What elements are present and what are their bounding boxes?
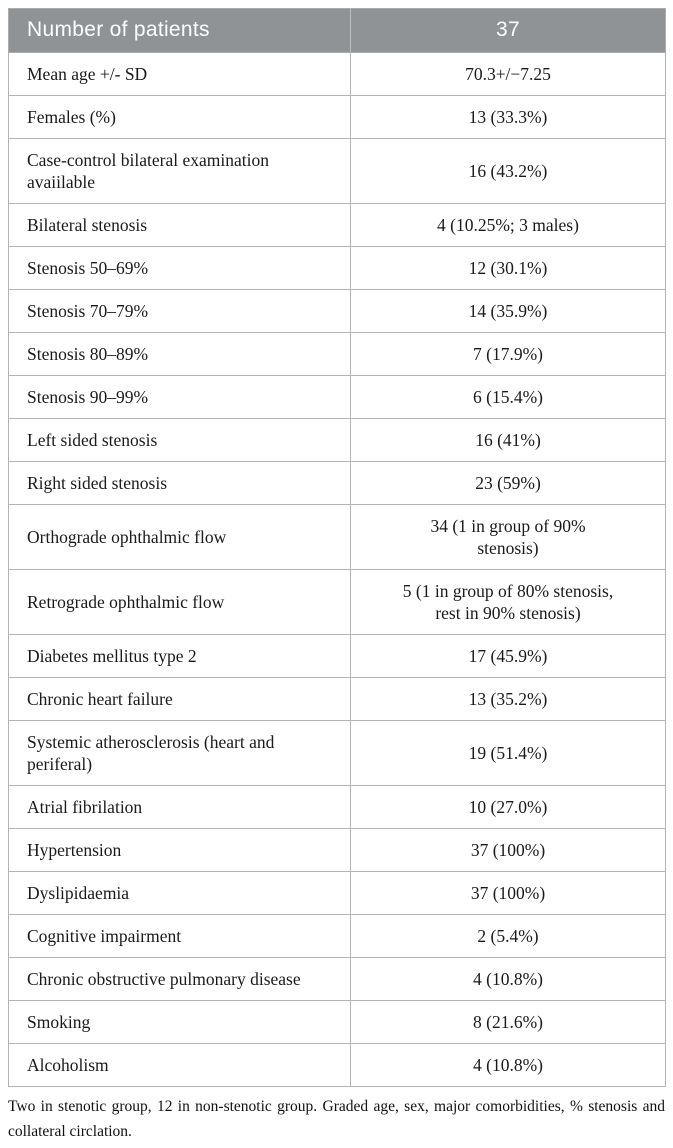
table-row: Chronic heart failure 13 (35.2%): [8, 677, 666, 721]
table-row: Hypertension 37 (100%): [8, 828, 666, 872]
row-label: Chronic obstructive pulmonary disease: [8, 957, 351, 1001]
table-row: Diabetes mellitus type 2 17 (45.9%): [8, 634, 666, 678]
row-label: Hypertension: [8, 828, 351, 872]
table-row: Stenosis 70–79% 14 (35.9%): [8, 289, 666, 333]
table-footnote: Two in stenotic group, 12 in non-stenoti…: [8, 1098, 665, 1140]
table-row: Stenosis 80–89% 7 (17.9%): [8, 332, 666, 376]
row-label: Females (%): [8, 95, 351, 139]
row-value: 14 (35.9%): [350, 289, 666, 333]
table-row: Bilateral stenosis 4 (10.25%; 3 males): [8, 203, 666, 247]
table-row: Stenosis 50–69% 12 (30.1%): [8, 246, 666, 290]
table-row: Chronic obstructive pulmonary disease 4 (…: [8, 957, 666, 1001]
table-header-value: 37: [350, 8, 666, 53]
row-value: 7 (17.9%): [350, 332, 666, 376]
row-value: 70.3+/−7.25: [350, 52, 666, 96]
table-row: Dyslipidaemia 37 (100%): [8, 871, 666, 915]
table-header-label: Number of patients: [8, 8, 351, 53]
row-value: 19 (51.4%): [350, 720, 666, 786]
row-label: Dyslipidaemia: [8, 871, 351, 915]
table-row: Mean age +/- SD 70.3+/−7.25: [8, 52, 666, 96]
row-value: 13 (35.2%): [350, 677, 666, 721]
row-value: 6 (15.4%): [350, 375, 666, 419]
row-value: 2 (5.4%): [350, 914, 666, 958]
row-label: Stenosis 50–69%: [8, 246, 351, 290]
row-value: 4 (10.25%; 3 males): [350, 203, 666, 247]
table-row: Right sided stenosis 23 (59%): [8, 461, 666, 505]
row-value: 37 (100%): [350, 828, 666, 872]
row-label: Case-control bilateral examination avaii…: [8, 138, 351, 204]
row-label: Diabetes mellitus type 2: [8, 634, 351, 678]
row-value: 5 (1 in group of 80% stenosis, rest in 9…: [350, 569, 666, 635]
row-value: 12 (30.1%): [350, 246, 666, 290]
row-value: 10 (27.0%): [350, 785, 666, 829]
row-label: Bilateral stenosis: [8, 203, 351, 247]
table-header-row: Number of patients 37: [8, 8, 666, 53]
row-value: 23 (59%): [350, 461, 666, 505]
row-value: 16 (43.2%): [350, 138, 666, 204]
row-label: Atrial fibrilation: [8, 785, 351, 829]
row-value: 4 (10.8%): [350, 957, 666, 1001]
row-label: Alcoholism: [8, 1043, 351, 1087]
row-label: Stenosis 90–99%: [8, 375, 351, 419]
table-row: Atrial fibrilation 10 (27.0%): [8, 785, 666, 829]
table-row: Stenosis 90–99% 6 (15.4%): [8, 375, 666, 419]
table-row: Smoking 8 (21.6%): [8, 1000, 666, 1044]
row-value: 8 (21.6%): [350, 1000, 666, 1044]
row-label: Chronic heart failure: [8, 677, 351, 721]
row-label: Mean age +/- SD: [8, 52, 351, 96]
row-label: Smoking: [8, 1000, 351, 1044]
row-label: Stenosis 80–89%: [8, 332, 351, 376]
table-row: Systemic atherosclerosis (heart and peri…: [8, 720, 666, 786]
table-row: Cognitive impairment 2 (5.4%): [8, 914, 666, 958]
row-value: 4 (10.8%): [350, 1043, 666, 1087]
row-label: Right sided stenosis: [8, 461, 351, 505]
row-label: Stenosis 70–79%: [8, 289, 351, 333]
row-label: Left sided stenosis: [8, 418, 351, 462]
row-value: 16 (41%): [350, 418, 666, 462]
row-label: Cognitive impairment: [8, 914, 351, 958]
row-value: 37 (100%): [350, 871, 666, 915]
table-row: Orthograde ophthalmic flow 34 (1 in group…: [8, 504, 666, 570]
row-label: Orthograde ophthalmic flow: [8, 504, 351, 570]
row-label: Retrograde ophthalmic flow: [8, 569, 351, 635]
patient-characteristics-table: Number of patients 37 Mean age +/- SD 70.…: [8, 8, 666, 1087]
table-row: Left sided stenosis 16 (41%): [8, 418, 666, 462]
row-label: Systemic atherosclerosis (heart and peri…: [8, 720, 351, 786]
table-row: Females (%) 13 (33.3%): [8, 95, 666, 139]
row-value: 13 (33.3%): [350, 95, 666, 139]
table-row: Case-control bilateral examination avaii…: [8, 138, 666, 204]
table-row: Retrograde ophthalmic flow 5 (1 in group …: [8, 569, 666, 635]
table-body: Mean age +/- SD 70.3+/−7.25 Females (%) 13 …: [8, 52, 666, 1087]
table-row: Alcoholism 4 (10.8%): [8, 1043, 666, 1087]
row-value: 17 (45.9%): [350, 634, 666, 678]
row-value: 34 (1 in group of 90% stenosis): [350, 504, 666, 570]
